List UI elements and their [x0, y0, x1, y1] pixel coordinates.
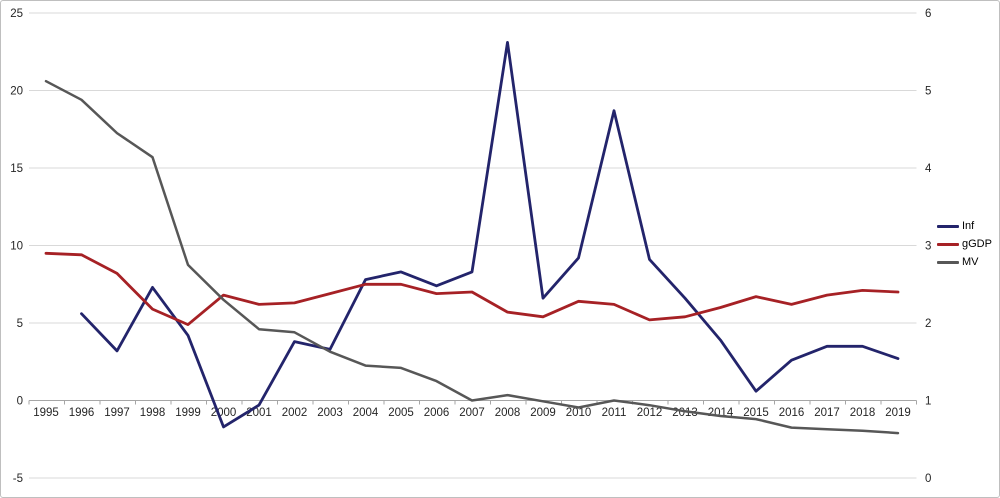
x-axis-year-label: 1995 — [33, 407, 59, 419]
series-line-ggdp — [44, 251, 900, 327]
right-axis-tick-label: 1 — [925, 396, 931, 408]
legend-item-ggdp[interactable]: gGDP — [937, 238, 992, 251]
x-axis-year-label: 2002 — [282, 407, 308, 419]
x-axis-year-label: 2007 — [459, 407, 485, 419]
chart-legend: Inf gGDP MV — [937, 220, 992, 269]
legend-label-inf: Inf — [962, 220, 975, 232]
x-axis-year-label: 2006 — [424, 407, 450, 419]
x-axis-year-label: 2017 — [814, 407, 840, 419]
x-axis-year-label: 2005 — [388, 407, 414, 419]
x-axis-year-label: 1999 — [175, 407, 201, 419]
right-axis-tick-label: 5 — [925, 86, 931, 98]
left-axis-tick-label: 0 — [17, 396, 23, 408]
x-axis-year-label: 2008 — [495, 407, 521, 419]
right-axis-tick-label: 2 — [925, 318, 931, 330]
x-axis-year-label: 2011 — [602, 407, 627, 419]
legend-item-mv[interactable]: MV — [937, 256, 992, 269]
x-axis-year-label: 2001 — [246, 407, 272, 419]
left-axis-tick-label: 10 — [10, 241, 23, 253]
x-axis-year-label: 2015 — [743, 407, 769, 419]
right-axis-tick-label: 6 — [925, 8, 931, 20]
ggdp-line-swatch — [937, 243, 959, 246]
x-axis-year-label: 2000 — [211, 407, 237, 419]
right-axis-tick-label: 4 — [925, 163, 932, 175]
x-axis-year-label: 2003 — [317, 407, 343, 419]
x-axis-year-label: 2016 — [779, 407, 805, 419]
left-axis-tick-label: 20 — [10, 86, 23, 98]
x-axis-year-label: 2019 — [885, 407, 911, 419]
left-axis-tick-label: 15 — [10, 163, 23, 175]
series-line-mv — [44, 79, 900, 435]
series-line-inf — [80, 41, 900, 429]
right-axis-tick-label: 0 — [925, 473, 931, 485]
inf-line-swatch — [937, 225, 959, 228]
legend-label-ggdp: gGDP — [962, 238, 992, 250]
legend-label-mv: MV — [962, 256, 979, 268]
x-axis-year-label: 1998 — [140, 407, 166, 419]
left-axis-tick-label: 5 — [17, 318, 23, 330]
left-axis-tick-label: 25 — [10, 8, 23, 20]
x-axis-year-label: 2010 — [566, 407, 592, 419]
x-axis-year-label: 2012 — [637, 407, 663, 419]
legend-item-inf[interactable]: Inf — [937, 220, 992, 233]
x-axis-year-label: 1996 — [69, 407, 95, 419]
right-axis-tick-label: 3 — [925, 241, 931, 253]
x-axis-year-label: 2009 — [530, 407, 556, 419]
x-axis-year-label: 2018 — [850, 407, 876, 419]
x-axis-year-label: 2004 — [353, 407, 379, 419]
x-axis-year-label: 1997 — [104, 407, 130, 419]
left-axis-tick-label: -5 — [13, 473, 23, 485]
mv-line-swatch — [937, 261, 959, 264]
